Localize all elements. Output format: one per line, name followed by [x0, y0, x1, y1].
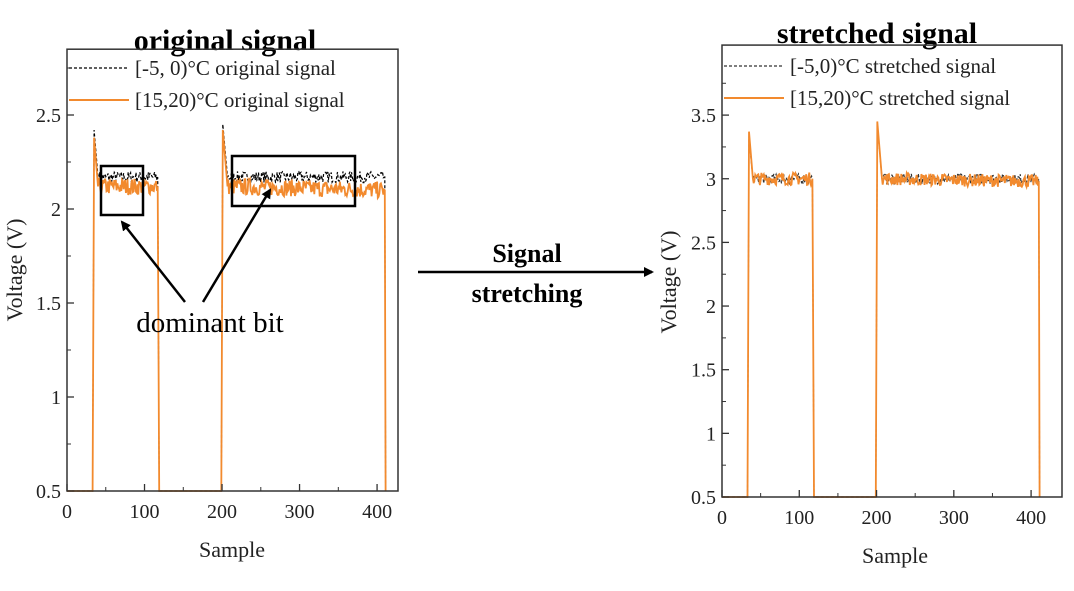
y-tick-label: 2.5: [36, 105, 61, 127]
series-line-1: [67, 129, 387, 492]
annotation-arrow-2: [201, 188, 272, 303]
chart-title: original signal: [134, 24, 317, 57]
y-tick-label: 2: [706, 296, 716, 318]
y-tick-label: 3.5: [691, 105, 716, 127]
dominant-bit-box-2: [230, 154, 357, 208]
legend-label-0: [-5, 0)°C original signal: [135, 56, 336, 80]
x-tick-label: 300: [939, 507, 969, 529]
stretching-label-line2: stretching: [472, 279, 583, 308]
series-line-1: [722, 121, 1041, 498]
series-line-0: [67, 124, 387, 492]
y-tick-label: 1.5: [691, 360, 716, 382]
x-axis-label: Sample: [199, 537, 265, 562]
y-tick-label: 0.5: [36, 481, 61, 503]
y-tick-label: 3: [706, 169, 716, 191]
x-tick-label: 100: [784, 507, 814, 529]
x-axis-label: Sample: [862, 543, 928, 568]
x-tick-label: 0: [62, 501, 72, 523]
plot-frame: [66, 48, 399, 492]
x-tick-label: 0: [717, 507, 727, 529]
y-tick-label: 1.5: [36, 293, 61, 315]
dominant-bit-box-1: [99, 164, 145, 217]
x-tick-label: 200: [862, 507, 892, 529]
y-axis-label: Voltage (V): [2, 219, 27, 322]
x-tick-label: 300: [285, 501, 315, 523]
y-tick-label: 2: [51, 199, 61, 221]
plot-frame: [721, 44, 1063, 498]
legend-label-0: [-5,0)°C stretched signal: [790, 54, 996, 78]
y-tick-label: 0.5: [691, 487, 716, 509]
legend-label-1: [15,20)°C stretched signal: [790, 86, 1010, 110]
y-tick-label: 1: [706, 423, 716, 445]
x-tick-label: 400: [1016, 507, 1046, 529]
x-tick-label: 400: [362, 501, 392, 523]
original-signal-plot: original signal 0 100 200 300 400 0.5 1 1.5 2 2.5 S…: [2, 24, 399, 562]
y-tick-label: 2.5: [691, 232, 716, 254]
x-tick-label: 100: [130, 501, 160, 523]
annotation-arrow-1: [120, 220, 186, 303]
legend-label-1: [15,20)°C original signal: [135, 88, 345, 112]
y-tick-label: 1: [51, 387, 61, 409]
stretching-label-line1: Signal: [492, 239, 561, 268]
dominant-bit-label: dominant bit: [136, 307, 283, 339]
x-tick-label: 200: [207, 501, 237, 523]
y-axis-label: Voltage (V): [656, 231, 681, 334]
